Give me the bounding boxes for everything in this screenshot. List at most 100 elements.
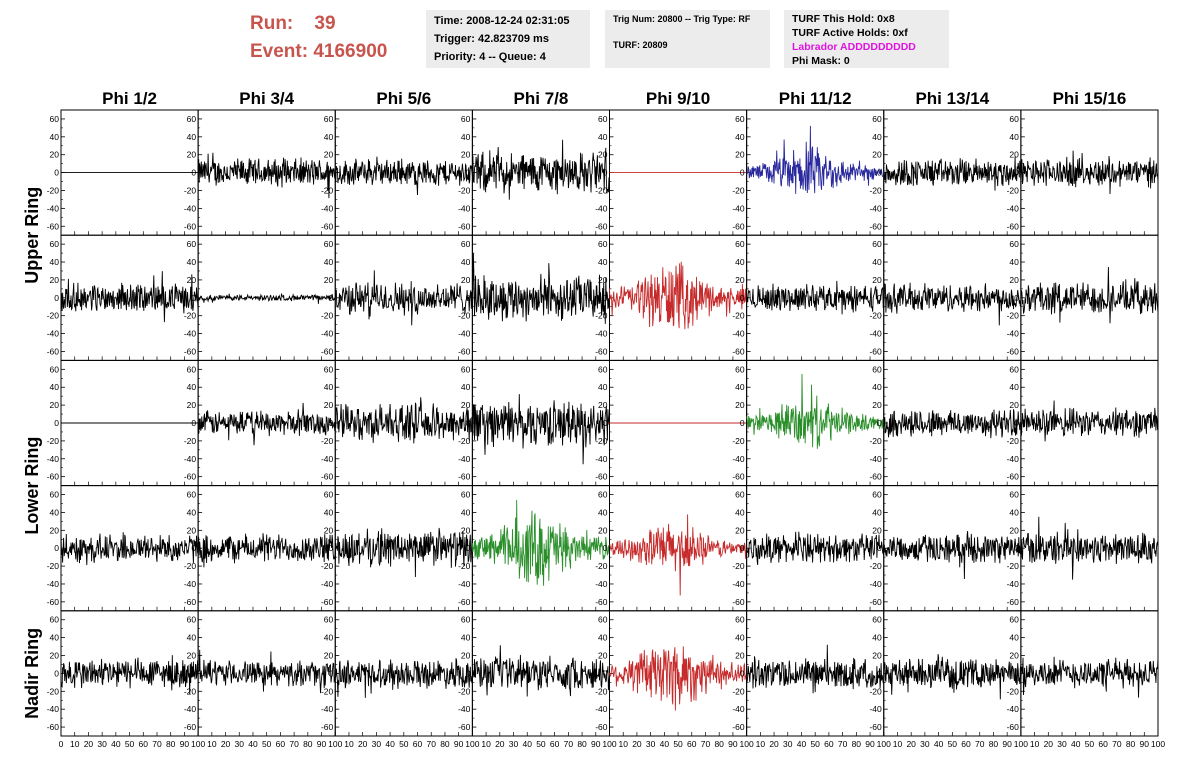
- y-tick-label: -60: [321, 722, 334, 732]
- y-tick-label: 60: [50, 114, 60, 124]
- x-tick-label: 100: [328, 739, 342, 749]
- y-tick-label: -20: [458, 436, 471, 446]
- y-tick-label: 40: [735, 507, 745, 517]
- y-tick-label: 60: [598, 615, 608, 625]
- waveform-trace: [883, 282, 1022, 326]
- x-tick-label: 70: [427, 739, 437, 749]
- x-tick-label: 40: [522, 739, 532, 749]
- y-tick-label: 40: [187, 382, 197, 392]
- waveform-trace: [471, 499, 610, 586]
- y-tick-label: 60: [324, 239, 334, 249]
- x-tick-label: 20: [1044, 739, 1054, 749]
- y-tick-label: -20: [595, 436, 608, 446]
- y-tick-label: 40: [598, 507, 608, 517]
- waveform-trace: [883, 530, 1022, 580]
- x-tick-label: 30: [235, 739, 245, 749]
- y-tick-label: 20: [50, 150, 60, 160]
- y-tick-label: 0: [54, 668, 59, 678]
- y-tick-label: 20: [598, 525, 608, 535]
- x-tick-label: 70: [838, 739, 848, 749]
- y-tick-label: 20: [735, 400, 745, 410]
- y-tick-label: 20: [1009, 651, 1019, 661]
- y-tick-label: -20: [458, 686, 471, 696]
- y-tick-label: -40: [458, 203, 471, 213]
- y-tick-label: 0: [1014, 668, 1019, 678]
- y-tick-label: -40: [732, 579, 745, 589]
- y-tick-label: 60: [598, 490, 608, 500]
- y-tick-label: -20: [47, 561, 60, 571]
- y-tick-label: -60: [47, 221, 60, 231]
- y-tick-label: 0: [740, 293, 745, 303]
- y-tick-label: 60: [50, 490, 60, 500]
- waveform-trace: [883, 156, 1022, 191]
- y-tick-label: 20: [1009, 400, 1019, 410]
- y-tick-label: -40: [595, 203, 608, 213]
- y-tick-label: 0: [877, 668, 882, 678]
- y-tick-label: -20: [47, 686, 60, 696]
- x-tick-label: 60: [961, 739, 971, 749]
- y-tick-label: -40: [47, 579, 60, 589]
- y-tick-label: 40: [324, 257, 334, 267]
- y-tick-label: -60: [595, 346, 608, 356]
- ring-label: Upper Ring: [22, 187, 42, 284]
- y-tick-label: 0: [191, 168, 196, 178]
- y-tick-label: -20: [321, 185, 334, 195]
- column-header: Phi 5/6: [376, 89, 431, 108]
- y-tick-label: -20: [595, 686, 608, 696]
- x-tick-label: 10: [1030, 739, 1040, 749]
- y-tick-label: -60: [1007, 346, 1020, 356]
- x-tick-label: 30: [920, 739, 930, 749]
- y-tick-label: 60: [187, 364, 197, 374]
- y-tick-label: 60: [735, 615, 745, 625]
- column-header: Phi 15/16: [1053, 89, 1127, 108]
- y-tick-label: 60: [872, 490, 882, 500]
- y-tick-label: 60: [50, 615, 60, 625]
- waveform-trace: [883, 654, 1022, 700]
- x-tick-label: 50: [536, 739, 546, 749]
- y-tick-label: 0: [740, 168, 745, 178]
- y-tick-label: -40: [321, 704, 334, 714]
- event-row: Event: 4166900: [250, 38, 387, 66]
- waveform-trace: [1020, 266, 1159, 324]
- y-tick-label: 20: [324, 651, 334, 661]
- y-tick-label: 60: [1009, 490, 1019, 500]
- y-tick-label: 0: [466, 168, 471, 178]
- y-tick-label: 20: [324, 275, 334, 285]
- y-tick-label: -60: [732, 472, 745, 482]
- y-tick-label: 20: [598, 651, 608, 661]
- x-tick-label: 90: [728, 739, 738, 749]
- y-tick-label: 40: [461, 633, 471, 643]
- y-tick-label: 20: [1009, 525, 1019, 535]
- x-tick-label: 80: [440, 739, 450, 749]
- x-tick-label: 70: [975, 739, 985, 749]
- y-tick-label: -40: [732, 329, 745, 339]
- y-tick-label: 0: [740, 543, 745, 553]
- x-tick-label: 90: [865, 739, 875, 749]
- y-tick-label: 20: [1009, 275, 1019, 285]
- waveform-trace: [198, 293, 336, 304]
- ring-label: Lower Ring: [22, 437, 42, 535]
- y-tick-label: 40: [598, 633, 608, 643]
- y-tick-label: -20: [184, 185, 197, 195]
- x-tick-label: 80: [303, 739, 313, 749]
- y-tick-label: -40: [1007, 329, 1020, 339]
- y-tick-label: 60: [461, 239, 471, 249]
- y-tick-label: -20: [732, 561, 745, 571]
- y-tick-label: -40: [1007, 704, 1020, 714]
- y-tick-label: 60: [598, 114, 608, 124]
- x-tick-label: 90: [317, 739, 327, 749]
- ring-label: Nadir Ring: [22, 628, 42, 719]
- y-tick-label: 40: [324, 382, 334, 392]
- y-tick-label: 40: [872, 382, 882, 392]
- x-tick-label: 80: [166, 739, 176, 749]
- x-tick-label: 100: [877, 739, 891, 749]
- y-tick-label: 60: [872, 615, 882, 625]
- x-tick-label: 50: [810, 739, 820, 749]
- column-header: Phi 3/4: [239, 89, 294, 108]
- x-tick-label: 60: [276, 739, 286, 749]
- waveform-trace: [609, 514, 747, 596]
- x-tick-label: 10: [344, 739, 354, 749]
- y-tick-label: 40: [461, 507, 471, 517]
- y-tick-label: 60: [872, 114, 882, 124]
